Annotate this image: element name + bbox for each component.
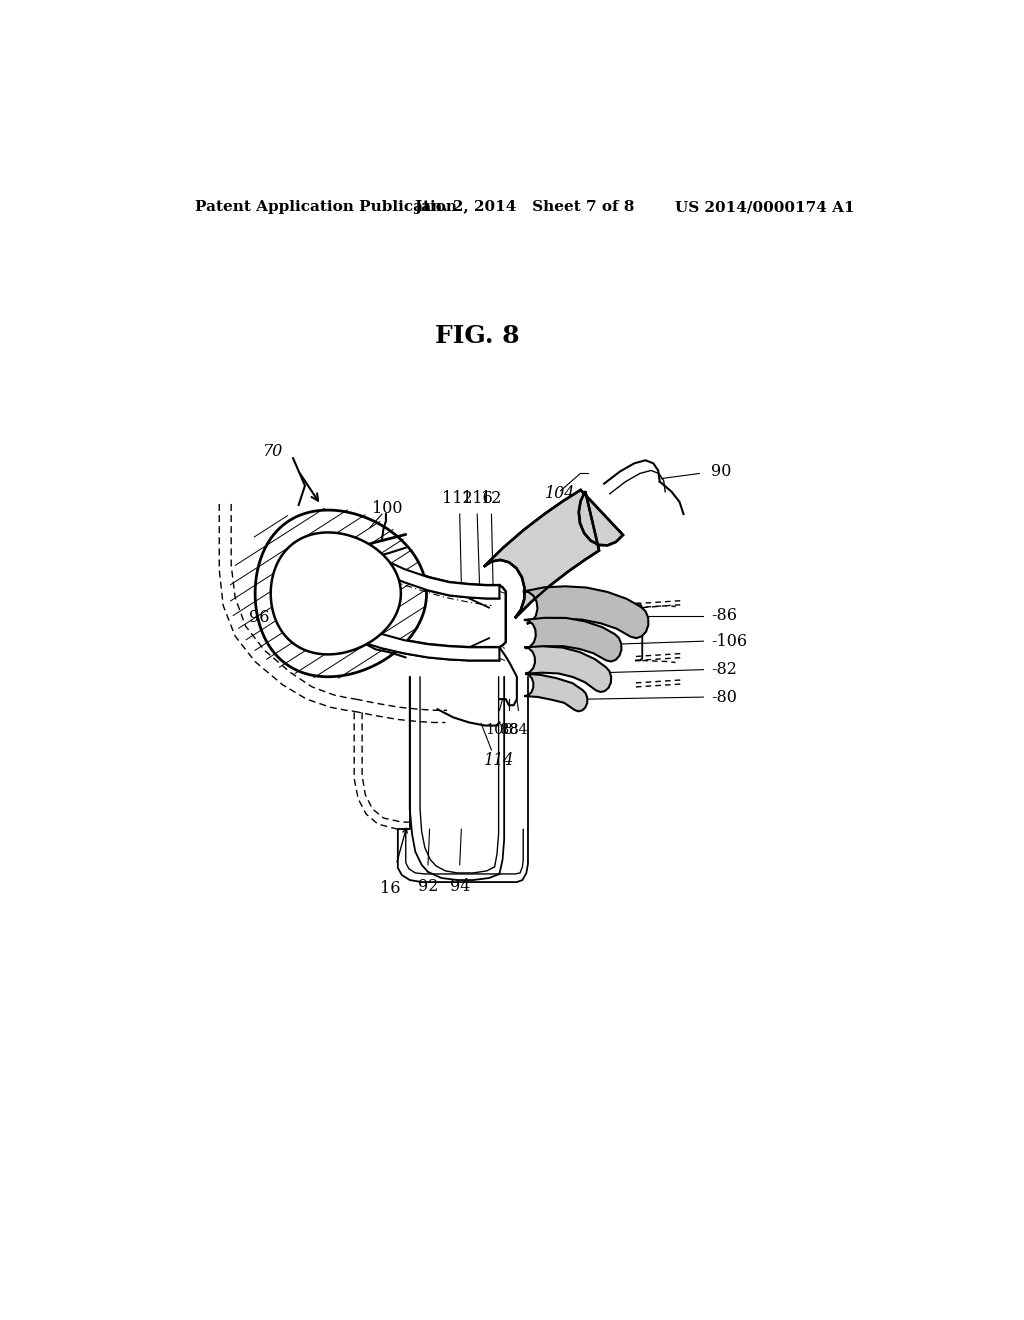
Text: 96: 96	[249, 610, 269, 626]
Polygon shape	[255, 510, 427, 677]
Polygon shape	[524, 647, 611, 692]
Text: -106: -106	[712, 632, 748, 649]
Text: 100: 100	[373, 499, 402, 516]
Polygon shape	[362, 546, 500, 598]
Polygon shape	[524, 618, 622, 661]
Text: -80: -80	[712, 689, 737, 706]
Text: US 2014/0000174 A1: US 2014/0000174 A1	[675, 201, 854, 214]
Text: 116: 116	[462, 490, 493, 507]
Polygon shape	[270, 532, 400, 655]
Text: 114: 114	[484, 751, 515, 768]
Text: 90: 90	[712, 463, 732, 480]
Polygon shape	[524, 673, 588, 711]
Text: 88: 88	[500, 722, 518, 737]
Polygon shape	[484, 490, 623, 618]
Text: 94: 94	[450, 878, 470, 895]
Text: FIG. 8: FIG. 8	[435, 325, 519, 348]
Text: -86: -86	[712, 607, 737, 624]
Text: Jan. 2, 2014   Sheet 7 of 8: Jan. 2, 2014 Sheet 7 of 8	[415, 201, 635, 214]
Text: 16: 16	[380, 880, 400, 898]
Text: 70: 70	[262, 442, 283, 459]
Text: Patent Application Publication: Patent Application Publication	[196, 201, 458, 214]
Text: 12: 12	[481, 490, 502, 507]
Text: 92: 92	[418, 878, 438, 895]
Text: 112: 112	[442, 490, 473, 507]
Text: 108: 108	[485, 722, 513, 737]
Polygon shape	[523, 586, 648, 638]
Text: -82: -82	[712, 661, 737, 678]
Text: 104: 104	[546, 486, 575, 503]
Text: 84: 84	[509, 722, 527, 737]
Polygon shape	[362, 628, 500, 660]
